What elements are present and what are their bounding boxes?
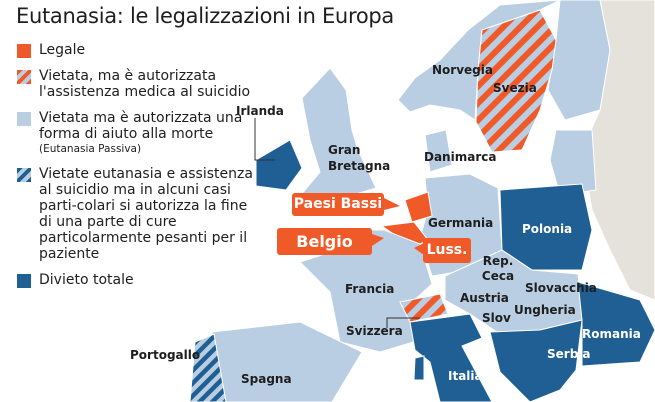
- ireland: [255, 139, 303, 191]
- label-rep-ceca: Rep. Ceca: [481, 254, 515, 283]
- label-romania: Romania: [582, 327, 641, 341]
- finland: [547, 0, 611, 121]
- label-svezia: Svezia: [493, 81, 537, 95]
- label-germania: Germania: [428, 216, 494, 230]
- sweden: [475, 9, 557, 153]
- label-paesi-bassi: Paesi Bassi: [292, 193, 384, 216]
- legend-swatch-light-blue: [17, 112, 31, 126]
- page-title: Eutanasia: le legalizzazioni in Europa: [16, 4, 394, 28]
- legend-label: Divieto totale: [39, 272, 134, 288]
- label-italia: Italia: [448, 369, 483, 383]
- legend-label: Vietata ma è autorizzata una forma di ai…: [39, 110, 243, 142]
- label-portogallo: Portogallo: [130, 348, 201, 362]
- balkans: [489, 319, 583, 402]
- legend-swatch-hatched-orange: [17, 70, 31, 84]
- label-austria: Austria: [460, 291, 509, 305]
- legend: Legale Vietata, ma è autorizzata l'assis…: [17, 42, 262, 298]
- label-danimarca: Danimarca: [424, 150, 497, 164]
- label-lussemburgo: Luss.: [423, 238, 471, 263]
- netherlands: [404, 191, 433, 223]
- legend-note: (Eutanasia Passiva): [39, 143, 142, 155]
- legend-label: Vietata, ma è autorizzata l'assistenza m…: [39, 68, 251, 100]
- france: [299, 229, 433, 353]
- label-slovacchia: Slovacchia: [525, 281, 597, 295]
- label-irlanda: Irlanda: [236, 104, 284, 118]
- label-serbia: Serbia: [547, 347, 591, 361]
- svizzera-leader: [386, 317, 420, 328]
- paesi-bassi-pointer: [384, 198, 400, 210]
- irlanda-leader: [254, 118, 275, 161]
- label-francia: Francia: [345, 282, 395, 296]
- portugal: [189, 333, 227, 402]
- legend-item-cure: Vietate eutanasia e assistenza al suicid…: [17, 166, 262, 262]
- legend-label: Legale: [39, 42, 86, 58]
- belgio-pointer: [372, 234, 384, 246]
- legend-item-assistenza: Vietata, ma è autorizzata l'assistenza m…: [17, 68, 254, 100]
- label-norvegia: Norvegia: [432, 63, 493, 77]
- sardinia: [413, 355, 425, 381]
- italy: [409, 313, 493, 402]
- legend-item-passiva: Vietata ma è autorizzata una forma di ai…: [17, 110, 262, 156]
- legend-item-legale: Legale: [17, 42, 262, 58]
- switzerland: [399, 293, 449, 323]
- legend-item-divieto: Divieto totale: [17, 272, 262, 288]
- luss-pointer: [414, 243, 424, 255]
- romania: [577, 281, 655, 367]
- label-ungheria: Ungheria: [514, 303, 576, 317]
- label-slovenia: Slov: [482, 311, 511, 325]
- legend-swatch-dark-blue: [17, 274, 31, 288]
- label-svizzera: Svizzera: [346, 324, 403, 338]
- uk: [299, 67, 377, 203]
- legend-swatch-hatched-blue: [17, 168, 31, 182]
- denmark: [424, 129, 453, 173]
- label-polonia: Polonia: [522, 222, 573, 236]
- legend-swatch-orange: [17, 44, 31, 58]
- label-gran-bretagna: Gran Bretagna: [328, 143, 391, 173]
- legend-label: Vietate eutanasia e assistenza al suicid…: [39, 166, 253, 262]
- label-belgio: Belgio: [277, 228, 372, 255]
- label-spagna: Spagna: [241, 372, 292, 386]
